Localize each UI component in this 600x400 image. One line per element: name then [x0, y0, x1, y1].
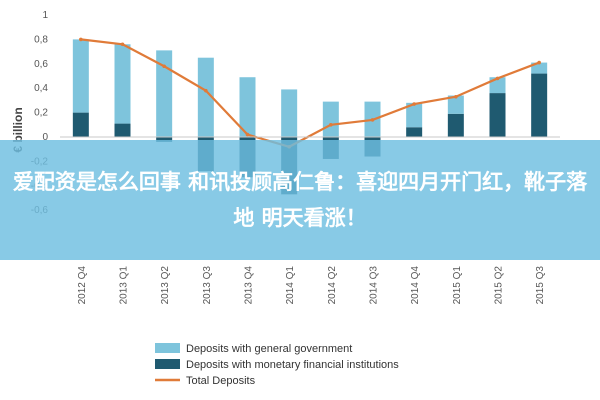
total-deposits-point: [162, 64, 166, 69]
x-tick-label: 2014 Q4: [410, 266, 421, 305]
total-deposits-point: [537, 60, 541, 65]
headline-banner: 爱配资是怎么回事 和讯投顾高仁鲁：喜迎四月开门红，靴子落地 明天看涨！: [0, 140, 600, 260]
total-deposits-point: [120, 42, 125, 47]
y-tick-label: 0,6: [34, 59, 48, 70]
x-tick-label: 2014 Q2: [327, 266, 338, 305]
y-tick-label: 0: [42, 132, 48, 143]
legend-label: Total Deposits: [186, 375, 256, 387]
total-deposits-point: [454, 94, 458, 99]
bar-mfi-deposits: [72, 112, 89, 137]
bar-mfi-deposits: [531, 73, 548, 137]
x-tick-label: 2015 Q2: [494, 266, 505, 305]
total-deposits-point: [370, 118, 375, 122]
bar-government-deposits: [156, 50, 173, 137]
total-deposits-point: [412, 102, 416, 106]
bar-government-deposits: [72, 39, 89, 113]
x-tick-label: 2014 Q1: [285, 266, 296, 305]
x-tick-label: 2014 Q3: [369, 266, 380, 305]
total-deposits-point: [329, 123, 333, 127]
total-deposits-point: [79, 37, 83, 42]
total-deposits-line: [80, 38, 540, 148]
x-tick-label: 2015 Q3: [535, 266, 546, 305]
legend-label: Deposits with monetary financial institu…: [186, 359, 399, 371]
x-tick-label: 2013 Q2: [160, 266, 171, 305]
bar-government-deposits: [114, 44, 131, 124]
x-tick-label: 2013 Q1: [119, 266, 130, 305]
bar-government-deposits: [281, 89, 298, 137]
bar-mfi-deposits: [447, 113, 464, 137]
x-tick-label: 2013 Q3: [202, 266, 213, 305]
x-tick-label: 2012 Q4: [77, 266, 88, 305]
bar-government-deposits: [197, 57, 214, 138]
y-tick-label: 0,8: [34, 34, 48, 45]
bar-mfi-deposits: [406, 127, 423, 137]
y-tick-label: 1: [42, 10, 48, 21]
bar-government-deposits: [531, 62, 548, 74]
legend-label: Deposits with general government: [186, 343, 352, 355]
x-tick-label: 2013 Q4: [244, 266, 255, 305]
legend-swatch: [155, 343, 180, 353]
y-tick-label: 0,2: [34, 108, 48, 119]
y-tick-label: 0,4: [34, 83, 48, 94]
bar-government-deposits: [322, 101, 339, 137]
bar-mfi-deposits: [114, 123, 131, 137]
total-deposits-point: [495, 76, 500, 81]
x-tick-label: 2015 Q1: [452, 266, 463, 305]
headline-text: 爱配资是怎么回事 和讯投顾高仁鲁：喜迎四月开门红，靴子落地 明天看涨！: [12, 170, 588, 230]
bar-government-deposits: [239, 77, 256, 137]
legend: Deposits with general government Deposits…: [155, 343, 399, 387]
bar-government-deposits: [447, 95, 464, 114]
bar-mfi-deposits: [489, 93, 506, 137]
total-deposits-point: [204, 88, 208, 93]
bar-mfi-deposits: [156, 137, 173, 142]
legend-swatch: [155, 359, 180, 369]
total-deposits-point: [245, 132, 250, 137]
bar-government-deposits: [406, 102, 423, 128]
